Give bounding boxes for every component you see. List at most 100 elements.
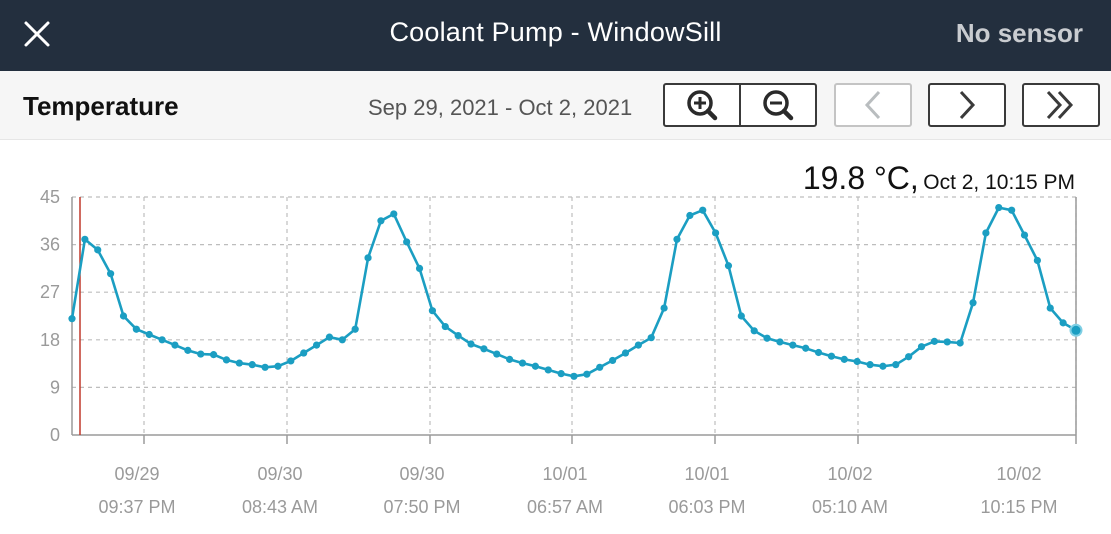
data-point [892, 361, 900, 369]
data-point [480, 345, 488, 353]
data-point [325, 333, 334, 341]
data-point [81, 235, 89, 243]
data-point [814, 348, 823, 357]
data-point [235, 359, 243, 367]
data-point [531, 362, 539, 370]
chevron-left-icon [864, 90, 881, 120]
data-point [377, 217, 385, 225]
data-point [583, 370, 591, 378]
readout-value: 19.8 °C, [802, 160, 919, 196]
next-button[interactable] [928, 83, 1006, 127]
y-tick-label: 36 [40, 235, 60, 255]
data-point [390, 210, 398, 218]
data-point [840, 355, 848, 363]
data-point [557, 370, 565, 378]
data-point [261, 363, 269, 371]
data-point [119, 312, 128, 320]
data-point [621, 349, 630, 357]
previous-button[interactable] [834, 83, 912, 127]
data-point [1033, 256, 1041, 265]
data-point [454, 331, 462, 340]
data-point [145, 330, 153, 339]
data-point [905, 353, 913, 361]
data-point [209, 351, 218, 359]
data-point [930, 337, 939, 345]
data-point [956, 339, 964, 347]
data-point [570, 372, 578, 380]
data-point [750, 327, 758, 335]
close-button[interactable] [20, 17, 54, 51]
zoom-in-icon [687, 90, 718, 121]
data-point [596, 363, 604, 371]
data-point [171, 341, 179, 349]
data-point [274, 362, 282, 370]
jump-to-latest-button[interactable] [1022, 83, 1100, 127]
x-tick-date-label: 09/30 [257, 464, 302, 484]
zoom-out-button[interactable] [739, 83, 817, 127]
y-axis: 0 9 18 27 36 45 [40, 187, 73, 445]
y-tick-label: 45 [40, 187, 60, 207]
x-tick-time-label: 05:10 AM [812, 497, 888, 517]
data-point [609, 356, 617, 365]
x-tick-time-label: 09:37 PM [98, 497, 175, 517]
data-point [94, 246, 102, 254]
data-point [68, 315, 76, 323]
data-point [686, 211, 694, 220]
data-point [132, 325, 140, 333]
date-range: Sep 29, 2021 - Oct 2, 2021 [368, 95, 633, 120]
data-point [853, 357, 861, 366]
data-point [184, 346, 192, 354]
x-tick-time-label: 06:57 AM [527, 497, 603, 517]
metric-title: Temperature [23, 91, 179, 121]
data-point [660, 304, 668, 312]
data-point [917, 343, 926, 351]
data-point [776, 338, 784, 346]
page-title: Coolant Pump - WindowSill [389, 17, 722, 47]
temperature-series-line [70, 206, 1077, 378]
zoom-in-button[interactable] [663, 83, 741, 127]
temperature-points [68, 203, 1083, 380]
y-tick-label: 27 [40, 282, 60, 302]
y-tick-label: 9 [50, 377, 60, 397]
data-point [403, 238, 411, 246]
data-point [506, 355, 514, 363]
data-point [518, 359, 527, 367]
selected-point-readout: 19.8 °C, Oct 2, 10:15 PM [803, 160, 1075, 197]
data-point [300, 349, 308, 357]
data-point [737, 312, 745, 320]
data-point [544, 366, 552, 374]
y-tick-label: 0 [50, 425, 60, 445]
x-tick-time-label: 07:50 PM [383, 497, 460, 517]
x-tick-time-label: 10:15 PM [980, 497, 1057, 517]
data-point [763, 334, 771, 342]
x-tick-date-label: 10/02 [827, 464, 872, 484]
data-point [1059, 319, 1067, 327]
data-point [943, 338, 951, 346]
data-point [351, 325, 359, 333]
data-point [287, 357, 295, 365]
data-point [879, 362, 887, 370]
data-point [197, 350, 205, 358]
data-point [312, 341, 321, 349]
data-point [428, 307, 437, 315]
x-axis: 09/29 09:37 PM 09/30 08:43 AM 09/30 07:50 PM 1… [72, 434, 1077, 517]
data-point [338, 336, 346, 344]
data-point [724, 262, 733, 270]
data-point [711, 229, 720, 237]
data-point [1046, 304, 1054, 312]
data-point [364, 254, 372, 262]
data-point [982, 229, 990, 237]
chart-toolbar: Temperature Sep 29, 2021 - Oct 2, 2021 [0, 71, 1111, 140]
sensor-status: No sensor [955, 18, 1083, 48]
data-point [107, 270, 115, 278]
data-point [995, 203, 1003, 212]
x-tick-date-label: 10/01 [542, 464, 587, 484]
data-point [415, 264, 424, 272]
chevron-right-icon [959, 90, 976, 120]
x-tick-date-label: 10/02 [996, 464, 1041, 484]
close-icon [24, 21, 50, 47]
data-point [467, 340, 475, 348]
data-point [789, 341, 797, 349]
data-point [248, 361, 256, 369]
